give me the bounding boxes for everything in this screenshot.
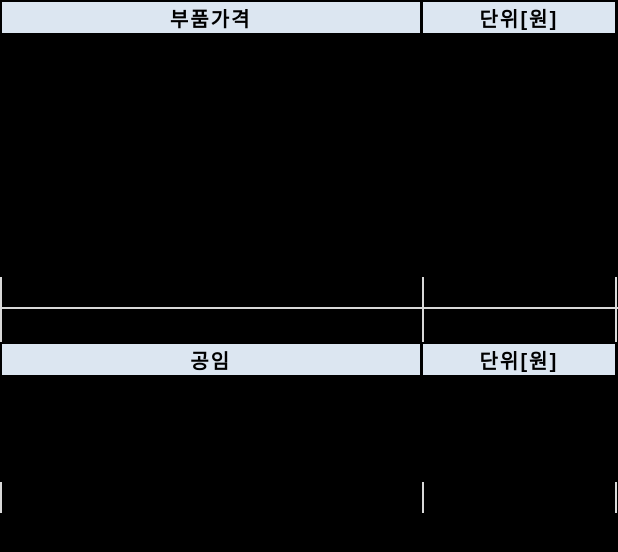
labor-header-row: 공임 단위[원] [0,342,618,377]
gridline-divider-bottom [422,482,424,513]
labor-unit-cell: 단위[원] [423,344,615,375]
labor-unit-label: 단위[원] [479,351,559,373]
gridline-divider-mid [422,277,424,342]
parts-title-cell: 부품가격 [2,2,420,33]
gridline-left-bottom [0,482,2,513]
parts-redacted-data-area [0,36,618,277]
labor-title: 공임 [190,351,232,373]
parts-header-row: 부품가격 단위[원] [0,0,618,36]
parts-redacted-rows [0,277,618,342]
labor-title-cell: 공임 [2,344,420,375]
gridline-right-bottom [615,482,617,513]
gridline-horizontal-mid [0,307,618,309]
parts-unit-cell: 단위[원] [423,2,615,33]
gridline-left-mid [0,277,2,342]
labor-redacted-data-area [0,377,618,552]
gridline-right-mid [615,277,617,342]
parts-title: 부품가격 [170,9,252,31]
column-divider [420,2,423,33]
parts-unit-label: 단위[원] [479,9,559,31]
column-divider [420,344,423,375]
